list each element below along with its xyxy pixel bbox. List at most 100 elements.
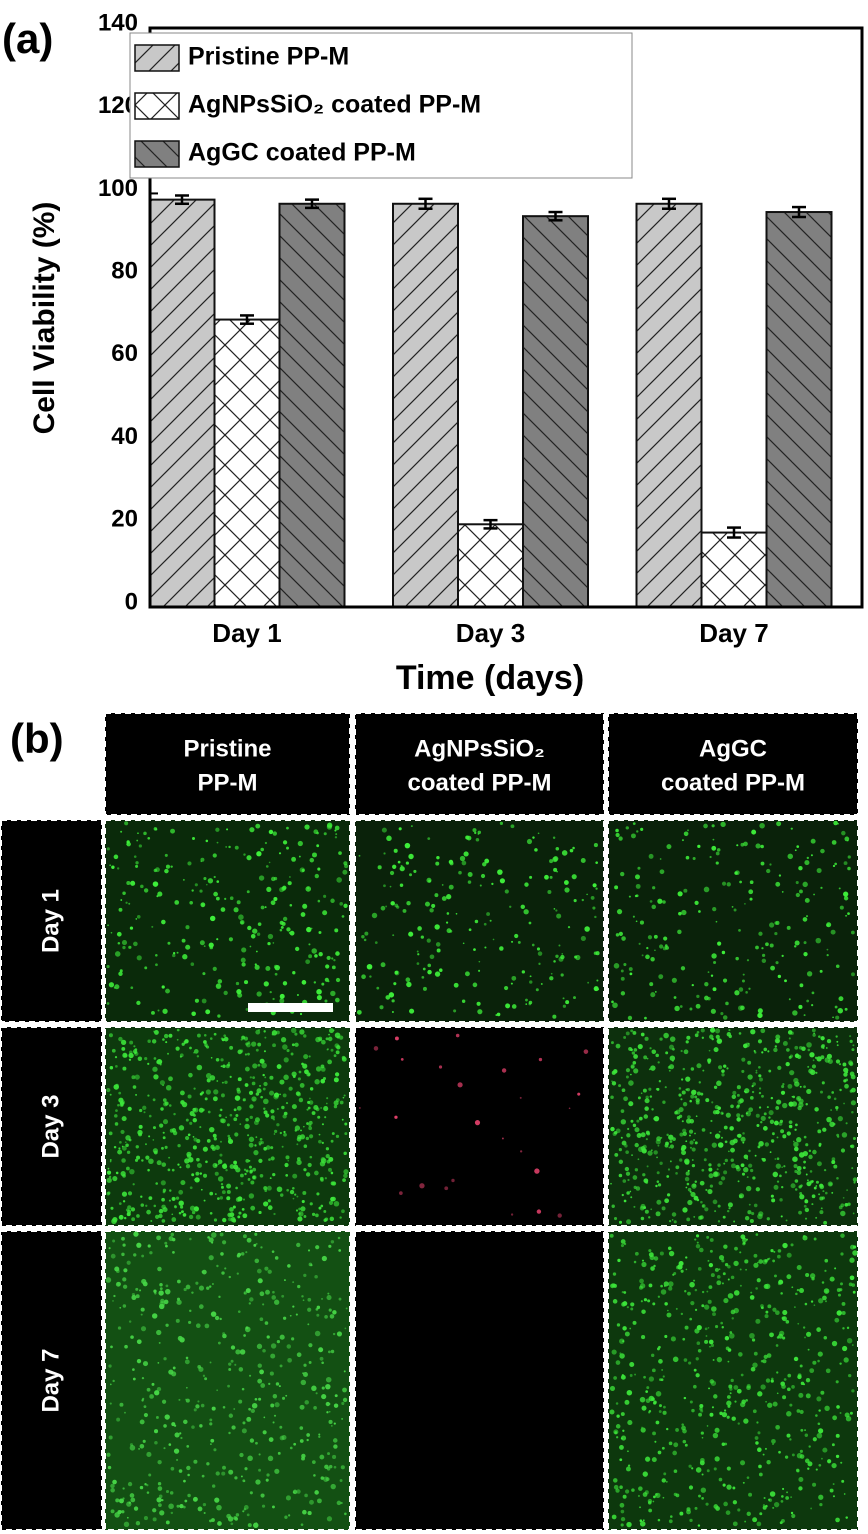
cell-dot bbox=[234, 1517, 238, 1521]
cell-dot bbox=[622, 1291, 624, 1293]
cell-dot bbox=[778, 1451, 781, 1454]
cell-dot bbox=[744, 1521, 746, 1523]
cell-dot bbox=[800, 983, 804, 987]
cell-dot bbox=[262, 1505, 265, 1508]
cell-dot bbox=[306, 1433, 310, 1437]
cell-dot bbox=[712, 1312, 716, 1316]
cell-dot bbox=[200, 902, 205, 907]
cell-dot bbox=[807, 971, 812, 976]
cell-dot bbox=[693, 1139, 695, 1141]
cell-dot bbox=[755, 1155, 757, 1157]
cell-dot bbox=[686, 1507, 690, 1511]
cell-dot bbox=[221, 907, 226, 912]
cell-dot bbox=[173, 952, 175, 954]
cell-dot bbox=[832, 840, 837, 845]
cell-dot bbox=[300, 1013, 302, 1015]
cell-dot bbox=[131, 1217, 135, 1221]
cell-dot bbox=[776, 1099, 781, 1104]
cell-dot bbox=[191, 1291, 193, 1293]
cell-dot bbox=[423, 987, 427, 991]
cell-dot bbox=[622, 1326, 626, 1330]
cell-dot bbox=[804, 1205, 807, 1208]
cell-dot bbox=[185, 925, 189, 929]
cell-dot bbox=[279, 852, 281, 854]
cell-dot bbox=[613, 1272, 616, 1275]
cell-dot bbox=[136, 1243, 141, 1248]
cell-dot bbox=[723, 1015, 728, 1020]
cell-dot bbox=[836, 1035, 838, 1037]
cell-dot bbox=[785, 1456, 788, 1459]
cell-dot bbox=[147, 1491, 149, 1493]
cell-dot bbox=[165, 1289, 171, 1295]
cell-dot bbox=[649, 982, 653, 986]
cell-dot bbox=[330, 1314, 335, 1319]
cell-dot bbox=[152, 1313, 157, 1318]
cell-dot bbox=[266, 1145, 271, 1150]
cell-dot bbox=[306, 1072, 310, 1076]
cell-dot bbox=[226, 828, 228, 830]
cell-dot bbox=[698, 1495, 701, 1498]
cell-dot bbox=[832, 1341, 837, 1346]
cell-dot bbox=[254, 1144, 256, 1146]
cell-dot bbox=[776, 1163, 781, 1168]
cell-dot bbox=[799, 1185, 802, 1188]
cell-dot bbox=[616, 1044, 621, 1049]
cell-dot bbox=[233, 1164, 238, 1169]
cell-dot bbox=[779, 1175, 782, 1178]
cell-dot bbox=[630, 1120, 633, 1123]
cell-dot bbox=[409, 1009, 414, 1014]
cell-dot bbox=[798, 1373, 802, 1377]
cell-dot bbox=[270, 1403, 274, 1407]
cell-dot bbox=[267, 1335, 270, 1338]
cell-dot bbox=[110, 1094, 112, 1096]
cell-dot bbox=[268, 934, 273, 939]
cell-dot bbox=[127, 1517, 129, 1519]
cell-dot bbox=[691, 1467, 693, 1469]
cell-dot bbox=[215, 1145, 220, 1150]
cell-dot bbox=[261, 906, 265, 910]
cell-dot bbox=[292, 1071, 297, 1076]
cell-dot bbox=[708, 1260, 710, 1262]
cell-dot bbox=[209, 1192, 213, 1196]
cell-dot bbox=[110, 1207, 113, 1210]
cell-dot bbox=[646, 947, 648, 949]
cell-dot bbox=[663, 1472, 666, 1475]
cell-dot bbox=[316, 1066, 321, 1071]
cell-dot bbox=[222, 1240, 226, 1244]
cell-dot bbox=[210, 916, 215, 921]
cell-dot bbox=[312, 1460, 316, 1464]
cell-dot bbox=[235, 1095, 240, 1100]
cell-dot bbox=[222, 1165, 224, 1167]
cell-dot bbox=[122, 1244, 125, 1247]
cell-dot bbox=[666, 1428, 668, 1430]
cell-dot bbox=[853, 1181, 855, 1183]
cell-dot bbox=[246, 1008, 249, 1011]
cell-dot bbox=[805, 1208, 809, 1212]
cell-dot bbox=[251, 1041, 256, 1046]
cell-dot bbox=[183, 1420, 188, 1425]
cell-dot bbox=[654, 1256, 658, 1260]
cell-dot bbox=[212, 1484, 215, 1487]
cell-dot bbox=[783, 1041, 788, 1046]
cell-dot bbox=[696, 1357, 699, 1360]
cell-dot bbox=[188, 1321, 191, 1324]
cell-dot bbox=[314, 981, 316, 983]
cell-dot bbox=[241, 1182, 244, 1185]
cell-dot bbox=[194, 1408, 197, 1411]
cell-dot bbox=[126, 1167, 130, 1171]
cell-dot bbox=[241, 962, 245, 966]
cell-dot bbox=[750, 1292, 752, 1294]
cell-dot bbox=[830, 1109, 832, 1111]
cell-dot bbox=[110, 1159, 112, 1161]
cell-dot bbox=[419, 1183, 424, 1188]
cell-dot bbox=[820, 887, 822, 889]
cell-dot bbox=[770, 1120, 774, 1124]
cell-dot bbox=[277, 1340, 280, 1343]
cell-dot bbox=[298, 1211, 303, 1216]
cell-dot bbox=[155, 963, 158, 966]
cell-dot bbox=[723, 1170, 727, 1174]
cell-dot bbox=[686, 1040, 689, 1043]
cell-dot bbox=[621, 1517, 625, 1521]
cell-dot bbox=[685, 1076, 690, 1081]
cell-dot bbox=[529, 876, 532, 879]
